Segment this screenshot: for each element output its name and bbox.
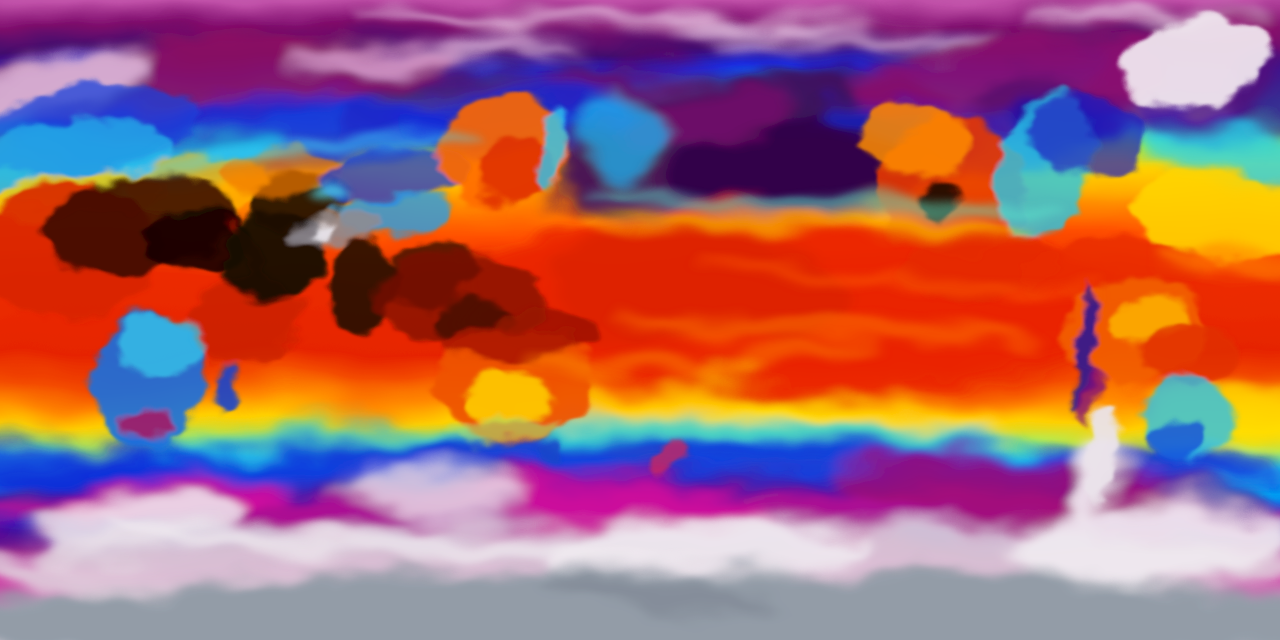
north-atlantic-yellow bbox=[1130, 169, 1280, 261]
andes-dark-line bbox=[1073, 280, 1097, 420]
australia-north-rim bbox=[445, 328, 575, 362]
north-pacific-cyan-edge bbox=[580, 191, 1060, 219]
arabia-black bbox=[218, 209, 322, 301]
japan-cyan-streak bbox=[536, 106, 570, 194]
antarctic-gray-dark-patch bbox=[540, 582, 780, 618]
australia-yellow-core bbox=[460, 371, 550, 425]
india-black bbox=[324, 237, 396, 333]
brazil-east-red bbox=[1145, 320, 1235, 390]
polar-pink-wisp bbox=[350, 10, 850, 30]
andes-magenta-segment bbox=[1081, 365, 1099, 425]
nw-polar-white-wisp bbox=[0, 47, 148, 123]
north-pacific-yellow-edge bbox=[580, 212, 1040, 238]
antarctic-white-crest-4 bbox=[1010, 504, 1280, 586]
equator-swirl-2 bbox=[520, 346, 880, 374]
himalaya-white-spot bbox=[310, 227, 334, 241]
north-america-nw-orange bbox=[860, 104, 970, 176]
northeast-america-blue bbox=[1025, 94, 1145, 176]
tasmania-blue bbox=[536, 443, 560, 461]
antarctic-white-wave bbox=[100, 525, 700, 565]
madagascar-blue bbox=[214, 364, 238, 416]
north-atlantic-cyan bbox=[1140, 128, 1280, 182]
cape-tip-magenta bbox=[122, 409, 174, 439]
southern-magenta-bright-2 bbox=[480, 477, 760, 533]
south-africa-cyan-mottle bbox=[115, 315, 205, 375]
equator-swirl-3 bbox=[700, 262, 1100, 298]
east-asia-red-core bbox=[475, 134, 555, 206]
arctic-cyan-streak bbox=[120, 135, 480, 165]
antarctic-white-crest-3 bbox=[540, 518, 860, 582]
central-asia-blue bbox=[315, 146, 465, 204]
streaks bbox=[100, 10, 1280, 565]
equator-swirl-1 bbox=[610, 315, 1050, 345]
brazil-coast-blue bbox=[1148, 413, 1208, 463]
australia-south-green-edge bbox=[450, 417, 560, 439]
atlantic-orange-streak bbox=[1155, 244, 1280, 276]
greenland-ice-white bbox=[1127, 13, 1267, 111]
antarctic-white-crest-2 bbox=[340, 466, 520, 524]
top-white-wisp-1 bbox=[280, 38, 580, 72]
aral-cyan-dot bbox=[315, 181, 351, 199]
patagonia-white bbox=[1084, 400, 1122, 504]
new-zealand-red bbox=[649, 432, 687, 478]
kamchatka-cyan bbox=[584, 90, 666, 180]
